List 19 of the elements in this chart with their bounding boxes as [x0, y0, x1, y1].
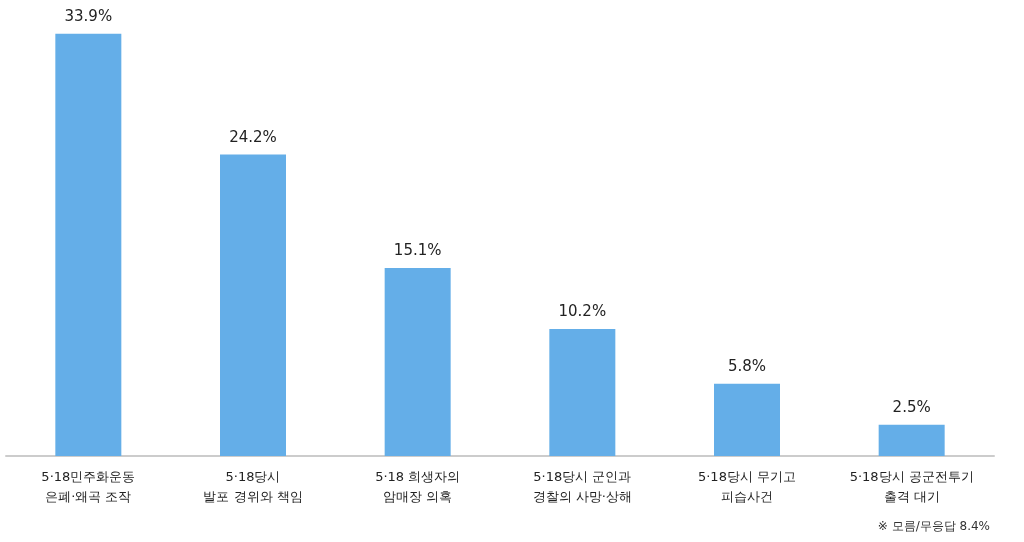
data-label: 5.8% [727, 357, 767, 376]
text: ※ 모름/무응답 8.4% [877, 519, 991, 533]
bar [878, 424, 945, 456]
bar [714, 383, 780, 456]
bar [384, 267, 451, 456]
data-label: 24.2% [229, 128, 277, 147]
x-tick-label: 5·18당시 공군전투기 출격 대기 [849, 468, 974, 504]
data-label: 15.1% [393, 241, 442, 260]
data-label: 33.9% [64, 7, 113, 26]
bar [220, 154, 286, 456]
x-tick-label: 5·18당시 무기고 피습사건 [697, 468, 797, 504]
data-label: 2.5% [892, 398, 931, 417]
x-tick-label: 5·18 희생자의 암매장 의혹 [375, 468, 461, 504]
data-label: 10.2% [558, 302, 607, 321]
x-tick-label: 5·18민주화운동 은폐·왜곡 조작 [41, 468, 136, 504]
x-tick-label: 5·18당시 발포 경위와 책임 [203, 468, 303, 504]
bar [549, 328, 616, 456]
x-tick-label: 5·18당시 군인과 경찰의 사망·상해 [532, 468, 632, 504]
bar [55, 33, 122, 456]
